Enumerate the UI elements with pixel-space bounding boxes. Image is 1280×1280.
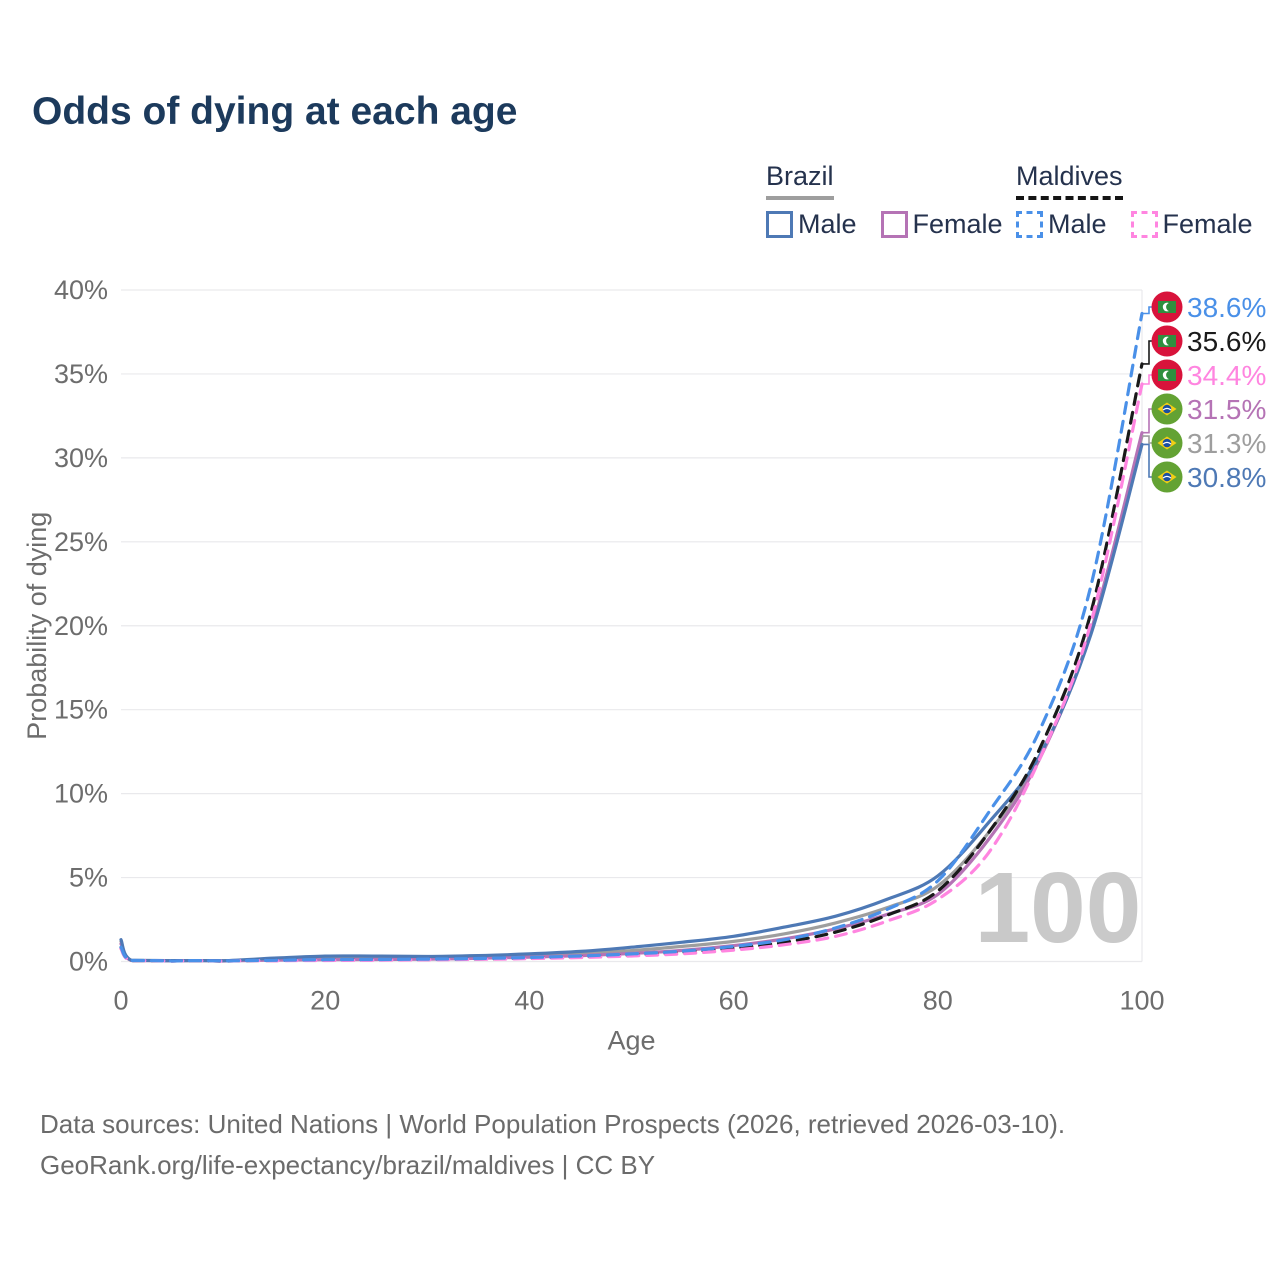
- y-axis-title: Probability of dying: [22, 512, 52, 740]
- leader-line: [1142, 443, 1154, 478]
- legend-item-brazil-female[interactable]: Female: [880, 209, 1003, 240]
- series-line-maldives-male: [119, 311, 1144, 963]
- legend-group-maldives: Maldives Male Female: [1016, 161, 1253, 240]
- y-tick-label: 40%: [54, 275, 108, 305]
- legend-item-brazil-male[interactable]: Male: [766, 209, 857, 240]
- x-tick-label: 20: [310, 986, 340, 1016]
- footer: Data sources: United Nations | World Pop…: [40, 1104, 1065, 1186]
- legend-label: Female: [912, 209, 1003, 239]
- legend-label: Female: [1162, 209, 1253, 239]
- brazil-flag-icon: [1151, 393, 1183, 425]
- brazil-flag-icon: [1151, 427, 1183, 459]
- y-tick-label: 35%: [54, 359, 108, 389]
- legend-header-brazil: Brazil: [766, 161, 834, 200]
- y-tick-label: 15%: [54, 695, 108, 725]
- footer-sources-line: Data sources: United Nations | World Pop…: [40, 1109, 1066, 1139]
- y-tick-label: 20%: [54, 611, 108, 641]
- y-tick-label: 30%: [54, 443, 108, 473]
- brazil-female-swatch-icon: [880, 211, 908, 238]
- legend-label: Male: [1048, 209, 1107, 239]
- brazil-flag-icon: [1151, 461, 1183, 493]
- maldives-female-swatch-icon: [1130, 211, 1158, 238]
- x-tick-label: 60: [719, 986, 749, 1016]
- x-tick-label: 80: [923, 986, 953, 1016]
- end-value-label: 30.8%: [1187, 462, 1266, 493]
- legend-items-maldives: Male Female: [1016, 209, 1253, 240]
- end-value-label: 35.6%: [1187, 326, 1266, 357]
- maldives-male-swatch-icon: [1016, 211, 1043, 238]
- maldives-flag-icon: [1151, 291, 1183, 323]
- end-value-label: 31.5%: [1187, 394, 1266, 425]
- end-value-label: 38.6%: [1187, 292, 1266, 323]
- brazil-male-swatch-icon: [766, 211, 793, 238]
- legend-item-maldives-male[interactable]: Male: [1016, 209, 1107, 240]
- x-axis-title: Age: [607, 1026, 655, 1056]
- y-tick-label: 5%: [69, 863, 108, 893]
- y-tick-label: 25%: [54, 527, 108, 557]
- page-title: Odds of dying at each age: [32, 90, 518, 133]
- maldives-flag-icon: [1151, 325, 1183, 357]
- end-value-label: 31.3%: [1187, 428, 1266, 459]
- x-tick-label: 0: [113, 986, 128, 1016]
- y-tick-label: 0%: [69, 947, 108, 977]
- legend-item-maldives-female[interactable]: Female: [1130, 209, 1253, 240]
- legend-header-maldives: Maldives: [1016, 161, 1123, 200]
- legend-label: Male: [798, 209, 857, 239]
- x-tick-label: 40: [514, 986, 544, 1016]
- legend-items-brazil: Male Female: [766, 209, 1003, 240]
- end-value-label: 34.4%: [1187, 360, 1266, 391]
- footer-attribution-line: GeoRank.org/life-expectancy/brazil/maldi…: [40, 1150, 656, 1180]
- x-tick-label: 100: [1119, 986, 1164, 1016]
- watermark: 100: [975, 852, 1142, 964]
- y-tick-label: 10%: [54, 779, 108, 809]
- legend-group-brazil: Brazil Male Female: [766, 161, 1003, 240]
- maldives-flag-icon: [1151, 359, 1183, 391]
